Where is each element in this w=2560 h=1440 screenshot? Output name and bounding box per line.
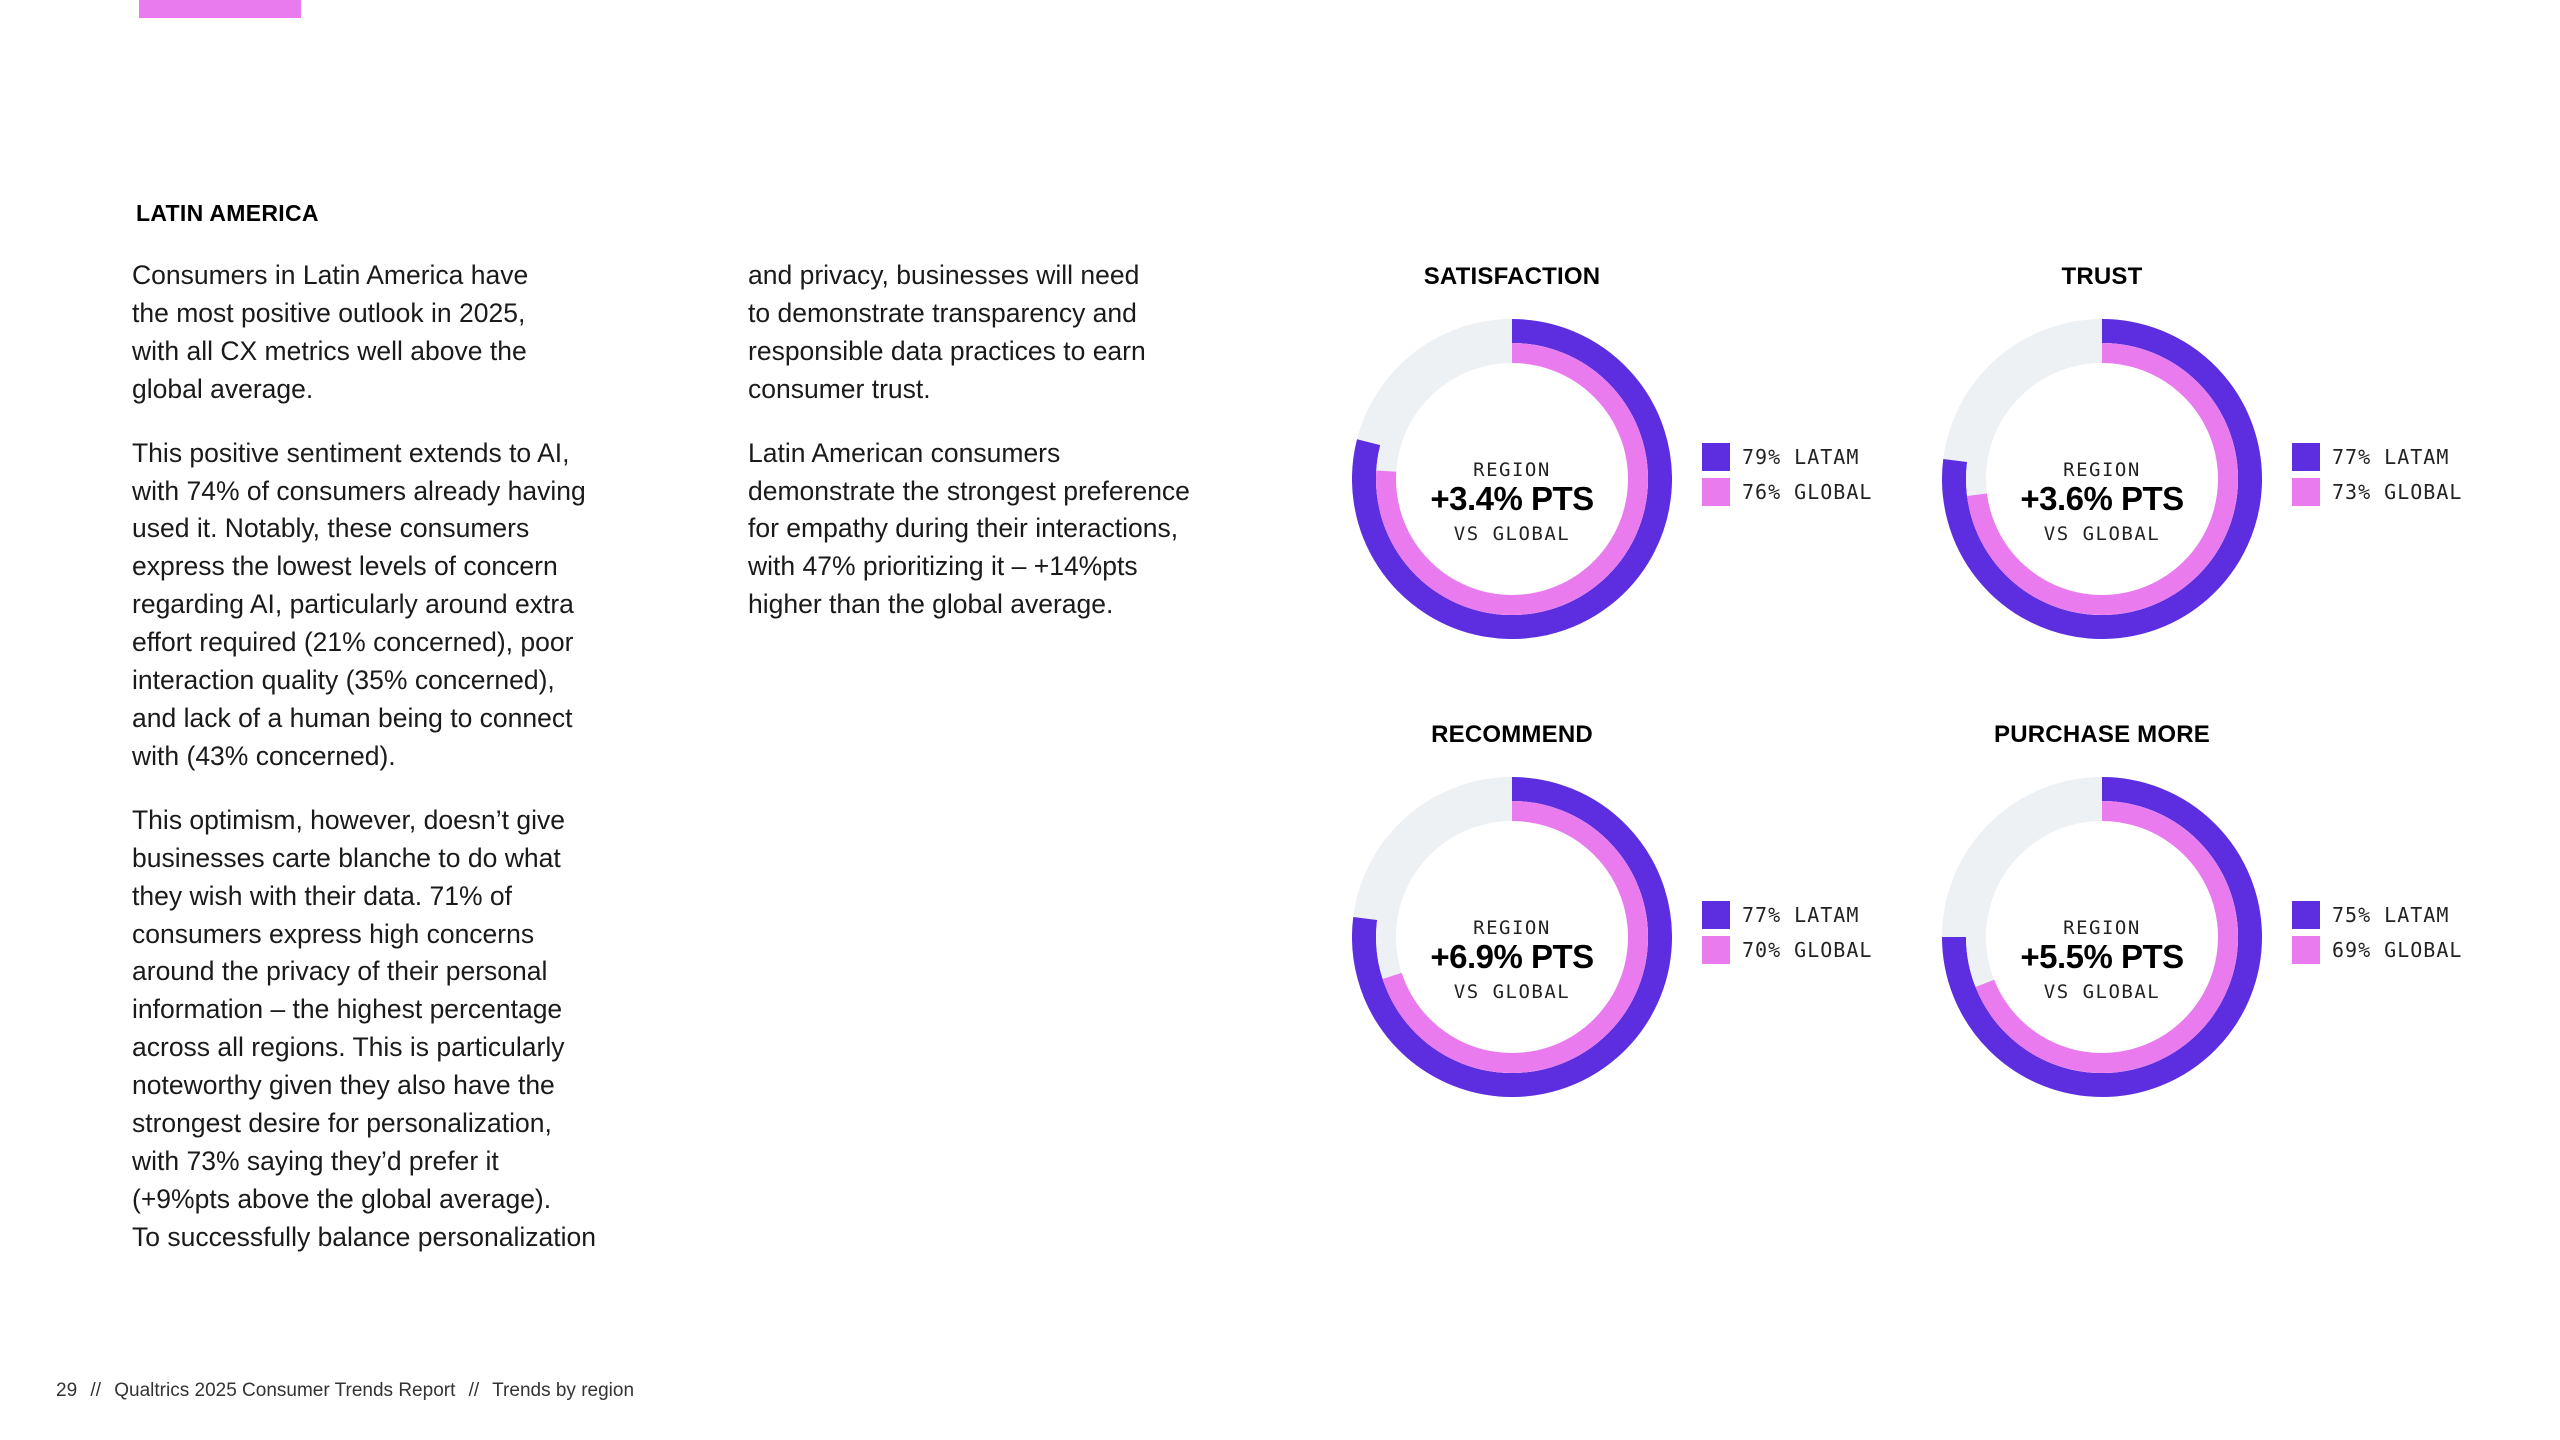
donut-chart: REGION +3.6% PTS VS GLOBAL <box>1942 319 2262 639</box>
donut-svg <box>1942 777 2262 1097</box>
footer-separator: // <box>90 1380 101 1401</box>
center-region-label: REGION <box>1473 459 1551 481</box>
legend-item-global: 69% GLOBAL <box>2292 936 2462 964</box>
center-region-label: REGION <box>1473 917 1551 939</box>
legend-label: 73% GLOBAL <box>2332 480 2463 504</box>
paragraph: and privacy, businesses will need to dem… <box>748 260 1146 404</box>
report-title: Qualtrics 2025 Consumer Trends Report <box>114 1380 456 1401</box>
arc-latam <box>1942 777 2262 1097</box>
legend-item-latam: 77% LATAM <box>1702 901 1872 929</box>
legend: 77% LATAM 73% GLOBAL <box>2292 443 2462 513</box>
legend-swatch-global <box>2292 478 2320 506</box>
page-footer: 29 // Qualtrics 2025 Consumer Trends Rep… <box>56 1380 642 1402</box>
donut-svg <box>1352 777 1672 1097</box>
center-vs-label: VS GLOBAL <box>1453 981 1571 1003</box>
legend-swatch-global <box>1702 936 1730 964</box>
paragraph: Latin American consumers demonstrate the… <box>748 437 1190 620</box>
donut-svg <box>1942 319 2262 639</box>
donut-chart: REGION +6.9% PTS VS GLOBAL <box>1352 777 1672 1097</box>
legend: 75% LATAM 69% GLOBAL <box>2292 901 2462 971</box>
center-value: +5.5% PTS <box>2020 938 2184 975</box>
arc-global <box>1376 343 1648 615</box>
arc-global <box>1382 801 1648 1073</box>
body-column-left: Consumers in Latin America have the most… <box>132 257 632 1283</box>
legend-label: 69% GLOBAL <box>2332 938 2463 962</box>
legend-swatch-global <box>2292 936 2320 964</box>
center-value: +3.6% PTS <box>2020 480 2184 517</box>
center-vs-label: VS GLOBAL <box>2043 981 2161 1003</box>
arc-latam <box>1352 319 1672 639</box>
chart-satisfaction: SATISFACTION REGION +3.4% PTS VS GLOBAL … <box>1352 263 1912 663</box>
legend-item-global: 73% GLOBAL <box>2292 478 2462 506</box>
center-value: +6.9% PTS <box>1430 938 1594 975</box>
footer-separator: // <box>468 1380 480 1401</box>
donut-chart: REGION +3.4% PTS VS GLOBAL <box>1352 319 1672 639</box>
page-number: 29 <box>56 1380 78 1401</box>
center-value: +3.4% PTS <box>1430 480 1594 517</box>
arc-latam <box>1942 319 2262 639</box>
legend-label: 77% LATAM <box>2332 445 2450 469</box>
section-title: LATIN AMERICA <box>136 200 319 226</box>
center-vs-label: VS GLOBAL <box>2043 523 2161 545</box>
legend-swatch-global <box>1702 478 1730 506</box>
donut-chart: REGION +5.5% PTS VS GLOBAL <box>1942 777 2262 1097</box>
legend-item-global: 70% GLOBAL <box>1702 936 1872 964</box>
paragraph: This optimism, however, doesn’t give bus… <box>132 804 597 1252</box>
legend-item-latam: 79% LATAM <box>1702 443 1872 471</box>
paragraph: Consumers in Latin America have the most… <box>132 260 529 404</box>
chart-recommend: RECOMMEND REGION +6.9% PTS VS GLOBAL 77%… <box>1352 721 1912 1121</box>
legend-label: 75% LATAM <box>2332 903 2450 927</box>
legend-label: 79% LATAM <box>1742 445 1860 469</box>
arc-global <box>1975 801 2238 1073</box>
legend-label: 77% LATAM <box>1742 903 1860 927</box>
chart-title: TRUST <box>2061 263 2143 290</box>
chart-title: SATISFACTION <box>1423 263 1601 290</box>
chart-title: PURCHASE MORE <box>1994 721 2210 748</box>
legend-item-latam: 75% LATAM <box>2292 901 2462 929</box>
legend-label: 76% GLOBAL <box>1742 480 1873 504</box>
legend-label: 70% GLOBAL <box>1742 938 1873 962</box>
paragraph: This positive sentiment extends to AI, w… <box>132 437 586 771</box>
legend-item-global: 76% GLOBAL <box>1702 478 1872 506</box>
legend-swatch-latam <box>1702 443 1730 471</box>
center-vs-label: VS GLOBAL <box>1453 523 1571 545</box>
center-region-label: REGION <box>2063 917 2141 939</box>
donut-svg <box>1352 319 1672 639</box>
legend-swatch-latam <box>2292 901 2320 929</box>
body-column-right: and privacy, businesses will need to dem… <box>748 257 1268 650</box>
chart-purchase-more: PURCHASE MORE REGION +5.5% PTS VS GLOBAL… <box>1942 721 2502 1121</box>
legend-swatch-latam <box>2292 443 2320 471</box>
legend-item-latam: 77% LATAM <box>2292 443 2462 471</box>
accent-bar <box>139 0 301 18</box>
arc-global <box>1967 343 2238 615</box>
arc-latam <box>1352 777 1672 1097</box>
center-region-label: REGION <box>2063 459 2141 481</box>
chart-title: RECOMMEND <box>1431 721 1593 748</box>
section-name: Trends by region <box>492 1380 635 1401</box>
legend: 77% LATAM 70% GLOBAL <box>1702 901 1872 971</box>
chart-trust: TRUST REGION +3.6% PTS VS GLOBAL 77% LAT… <box>1942 263 2502 663</box>
legend: 79% LATAM 76% GLOBAL <box>1702 443 1872 513</box>
legend-swatch-latam <box>1702 901 1730 929</box>
